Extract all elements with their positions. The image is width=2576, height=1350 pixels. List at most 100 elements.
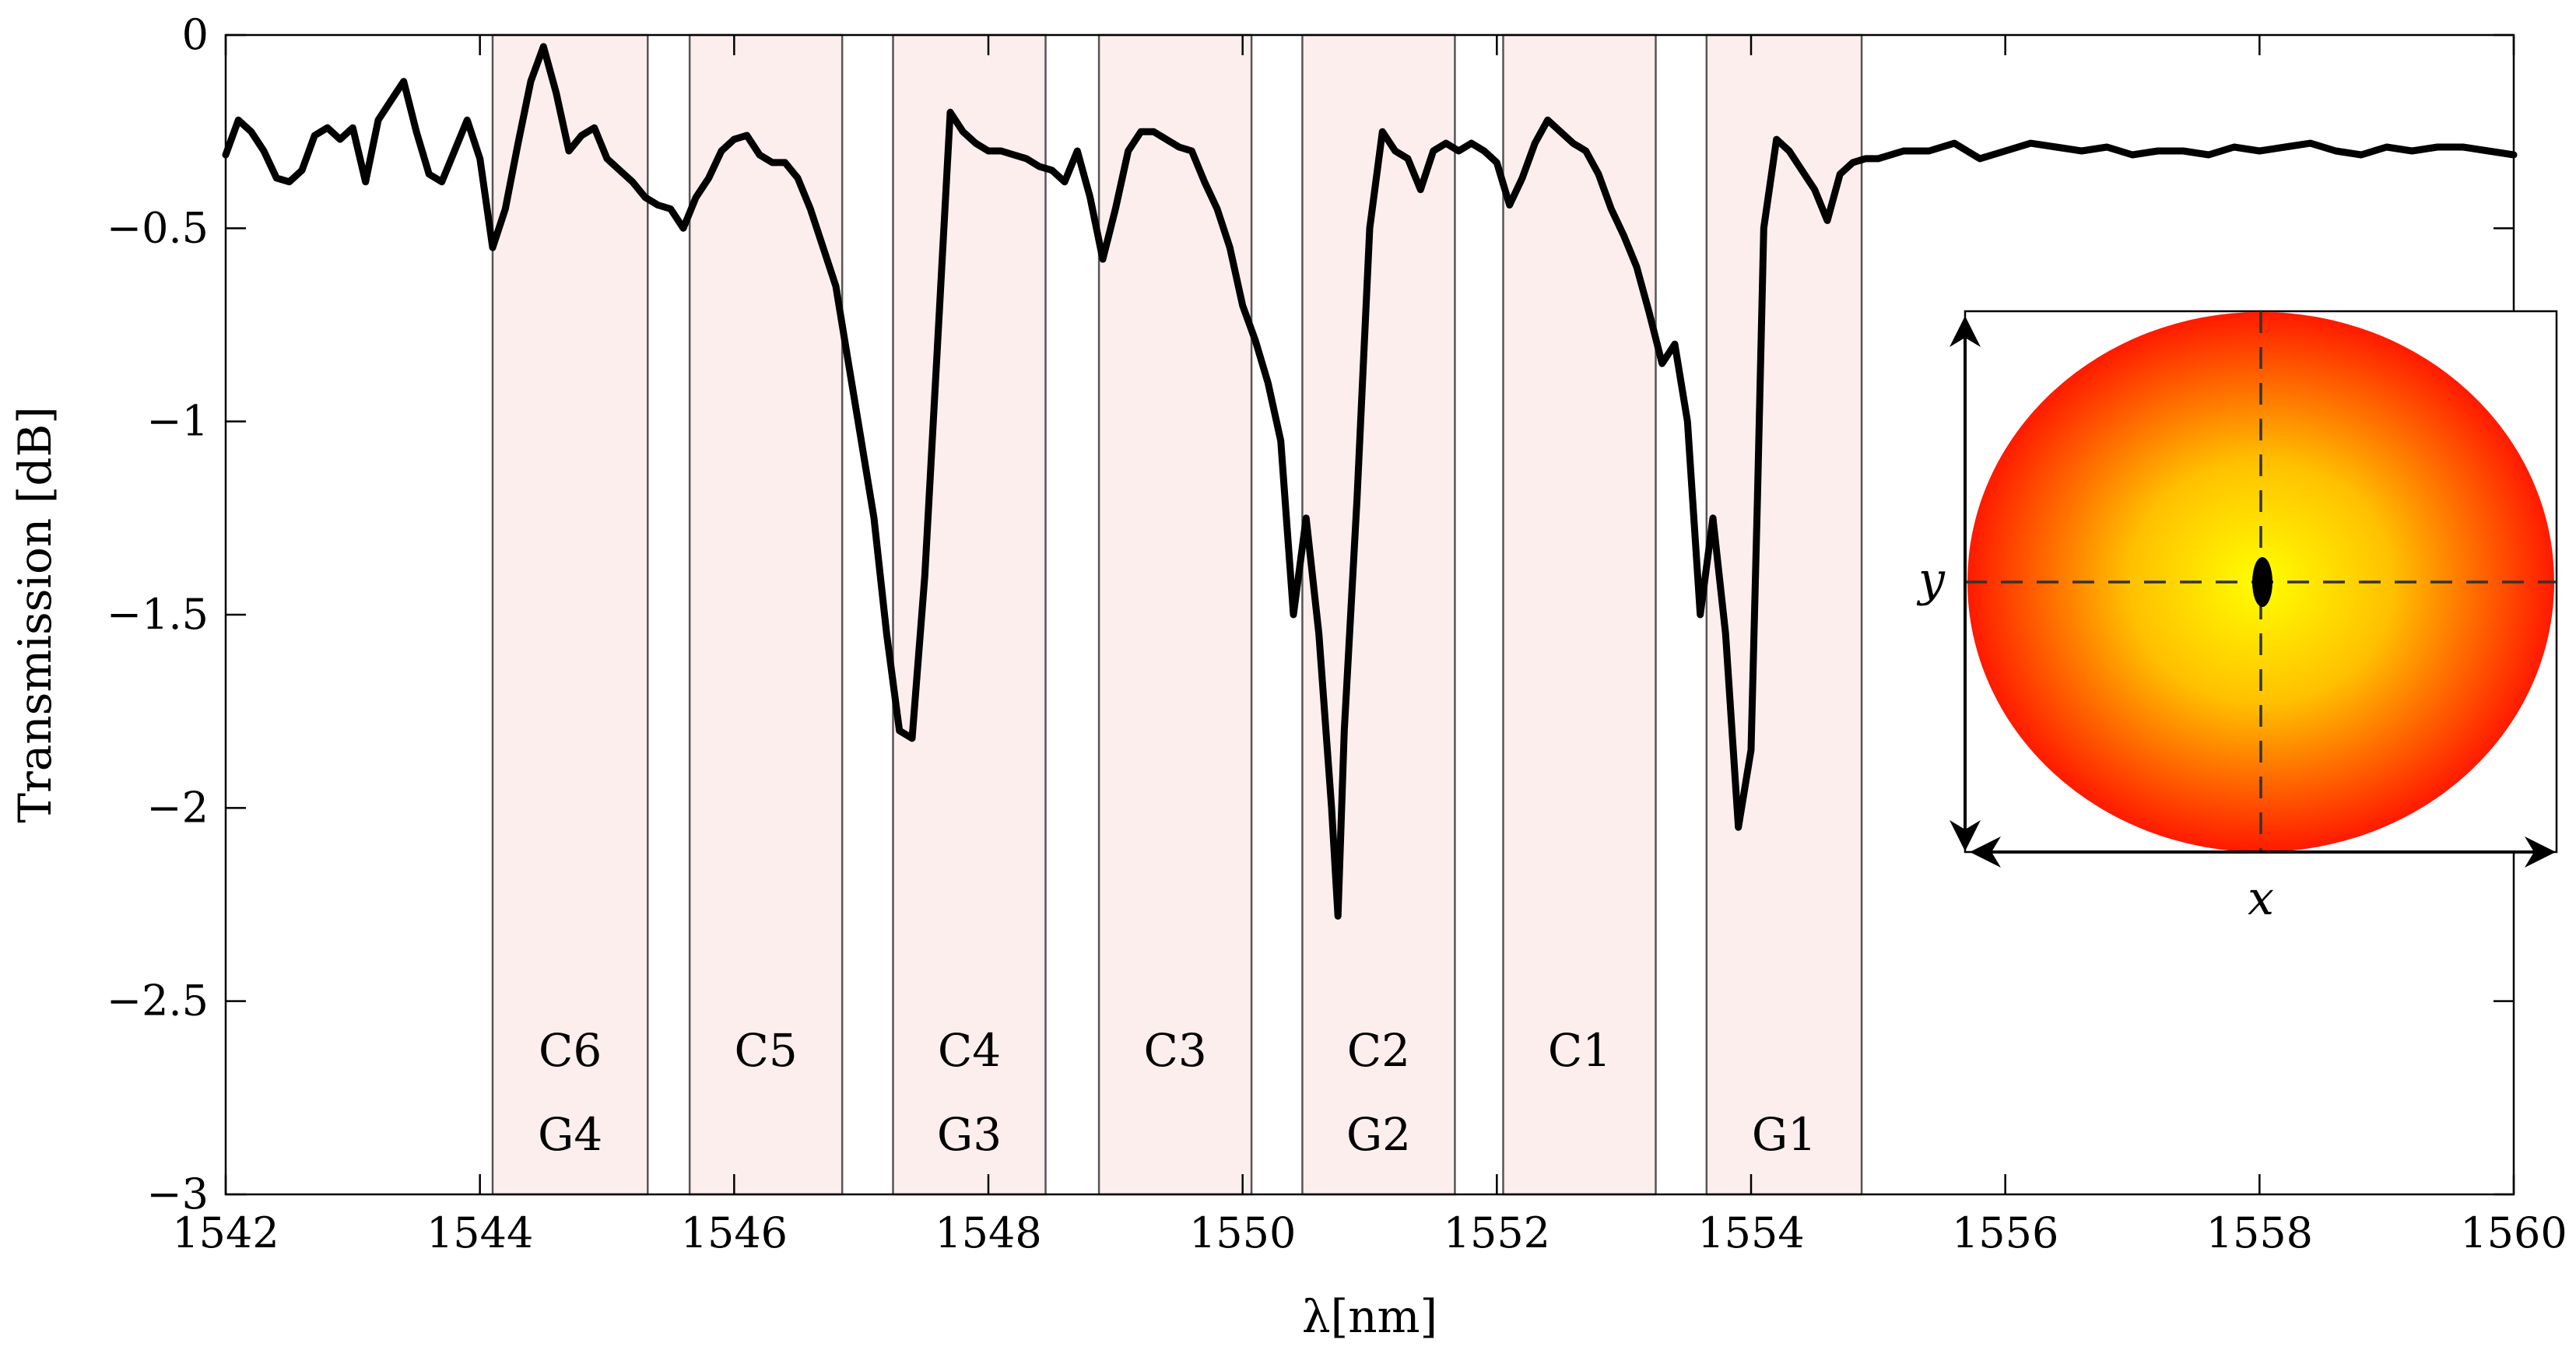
data-point — [2080, 150, 2083, 152]
data-point — [1337, 915, 1339, 917]
data-point — [2462, 146, 2464, 149]
data-point — [1508, 204, 1511, 206]
data-point — [593, 127, 595, 129]
band-label-bottom-1: G4 — [538, 1108, 602, 1161]
data-point — [1610, 208, 1613, 210]
data-point — [1305, 517, 1307, 519]
band-2 — [688, 33, 844, 1196]
data-point — [542, 45, 545, 47]
data-point — [352, 127, 354, 129]
data-point — [657, 204, 659, 206]
data-point — [1674, 343, 1676, 345]
data-point — [1572, 142, 1574, 145]
data-point — [924, 575, 926, 577]
data-point — [1267, 382, 1269, 384]
data-point — [1827, 219, 1828, 222]
data-point — [390, 100, 392, 102]
data-point — [1102, 258, 1104, 261]
data-point — [988, 150, 989, 152]
data-point — [606, 157, 608, 160]
x-tick-label: 1554 — [1697, 1208, 1804, 1257]
band-4 — [1097, 33, 1253, 1196]
data-point — [2335, 150, 2337, 152]
data-point — [568, 150, 570, 152]
data-point — [1153, 131, 1155, 133]
data-point — [555, 92, 557, 94]
data-point — [707, 177, 710, 179]
data-point — [1953, 142, 1956, 145]
data-point — [936, 343, 939, 345]
band-label-bottom-5: G2 — [1346, 1108, 1411, 1161]
data-point — [949, 111, 951, 114]
data-point — [288, 181, 290, 183]
data-point — [797, 177, 798, 179]
data-point — [1851, 161, 1854, 163]
data-point — [974, 142, 977, 145]
data-point — [2411, 150, 2413, 152]
data-point — [1356, 498, 1358, 500]
data-point — [1394, 150, 1396, 152]
data-point — [1521, 177, 1523, 179]
data-point — [2030, 142, 2032, 145]
data-point — [2233, 146, 2235, 149]
y-tick-label: −0.5 — [107, 203, 209, 252]
data-point — [1051, 169, 1053, 171]
data-point — [237, 119, 240, 121]
data-point — [1013, 153, 1015, 156]
band-regions: C6 G4 C5 C4 G3 C3 C2 G2 C1 G1 — [491, 33, 1863, 1196]
data-point — [1216, 208, 1218, 210]
data-point — [1293, 614, 1294, 615]
data-point — [1165, 139, 1167, 141]
band-label-top-1: C6 — [539, 1024, 602, 1077]
data-point — [1560, 131, 1561, 133]
x-tick-label: 1556 — [1952, 1208, 2058, 1257]
data-point — [1788, 150, 1790, 152]
data-point — [492, 247, 493, 249]
data-point — [1839, 173, 1841, 175]
data-point — [1750, 749, 1752, 751]
data-point — [1483, 150, 1485, 152]
data-point — [1076, 150, 1079, 152]
y-tick-label: −1.5 — [107, 590, 209, 639]
data-point — [454, 150, 455, 152]
data-point — [1279, 440, 1282, 442]
data-point — [1661, 363, 1663, 365]
data-point — [2208, 153, 2209, 156]
data-point — [275, 177, 278, 179]
data-point — [1775, 139, 1778, 141]
data-point — [1813, 188, 1816, 191]
x-tick-label: 1550 — [1189, 1208, 1296, 1257]
data-point — [898, 730, 900, 731]
data-point — [314, 135, 316, 137]
data-point — [1381, 131, 1384, 133]
data-point — [301, 169, 303, 171]
data-point — [1229, 247, 1231, 249]
data-point — [848, 363, 850, 365]
data-point — [1114, 208, 1117, 210]
data-point — [1432, 150, 1434, 152]
data-point — [263, 150, 265, 152]
band-label-top-2: C5 — [735, 1024, 798, 1077]
band-7 — [1705, 33, 1863, 1196]
data-point — [2132, 153, 2133, 156]
inset-x-label: x — [2248, 871, 2274, 926]
data-point — [1496, 161, 1498, 163]
data-point — [784, 161, 786, 163]
inset-y-label: y — [1916, 552, 1946, 607]
data-point — [1979, 157, 1981, 160]
data-point — [631, 181, 633, 183]
x-tick-label: 1552 — [1444, 1208, 1550, 1257]
data-point — [1636, 266, 1637, 268]
data-point — [1648, 312, 1651, 314]
data-point — [2385, 146, 2388, 149]
data-point — [1598, 173, 1599, 175]
data-point — [683, 227, 684, 230]
data-point — [1089, 196, 1091, 198]
data-point — [733, 139, 735, 141]
data-point — [809, 208, 812, 210]
transmission-line-1 — [222, 43, 2518, 920]
data-point — [504, 208, 507, 210]
data-point — [1445, 142, 1447, 145]
data-point — [1369, 227, 1370, 230]
data-point — [440, 181, 443, 183]
